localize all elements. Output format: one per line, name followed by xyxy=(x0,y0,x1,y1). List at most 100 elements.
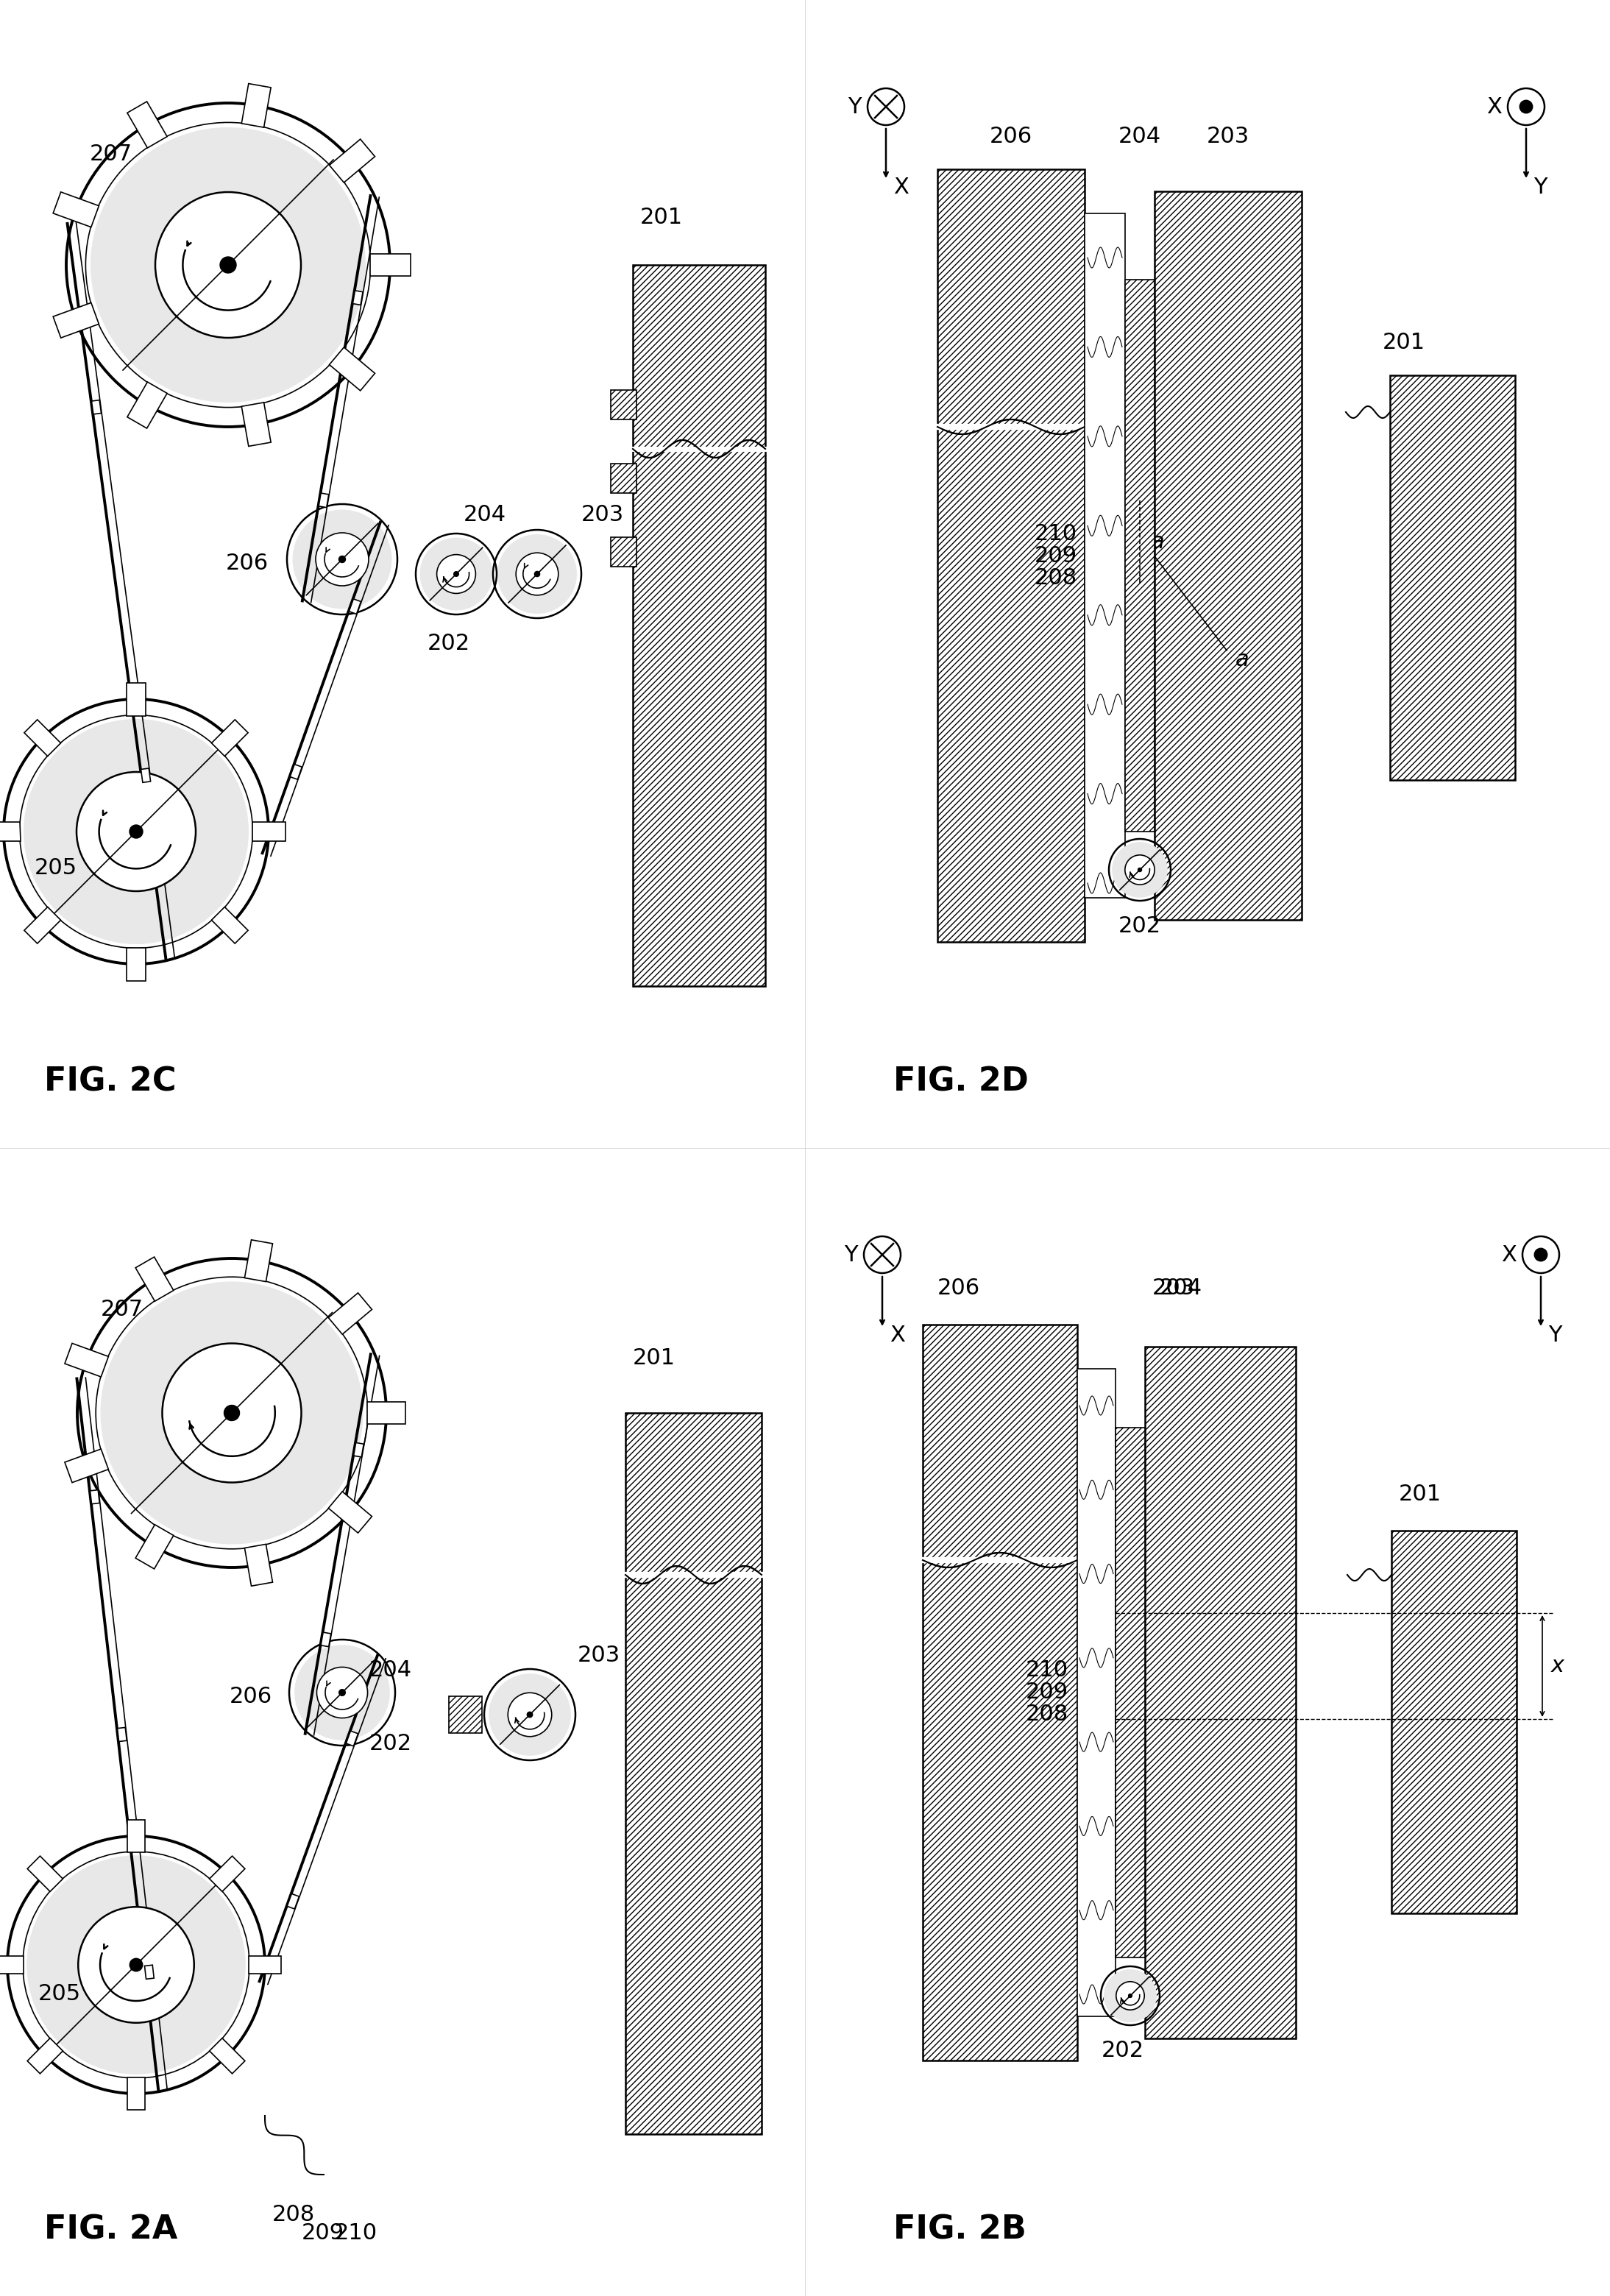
Bar xyxy=(209,1855,245,1892)
Bar xyxy=(449,1697,481,1733)
Bar xyxy=(90,1490,100,1504)
Bar xyxy=(241,83,270,126)
Text: 202: 202 xyxy=(1101,2039,1145,2062)
Text: 207: 207 xyxy=(90,145,132,165)
Bar xyxy=(64,1449,108,1483)
Text: Y: Y xyxy=(848,96,861,117)
Text: 205: 205 xyxy=(34,859,77,879)
Text: 210: 210 xyxy=(1035,523,1077,544)
Circle shape xyxy=(129,824,143,838)
Text: 202: 202 xyxy=(1119,916,1161,937)
Text: 206: 206 xyxy=(990,126,1032,147)
Bar xyxy=(53,303,98,338)
Circle shape xyxy=(100,1281,364,1545)
Bar xyxy=(320,1632,332,1646)
Text: X: X xyxy=(1486,96,1502,117)
Bar xyxy=(370,253,411,276)
Text: 205: 205 xyxy=(39,1984,80,2004)
Text: 208: 208 xyxy=(1034,567,1077,588)
Bar xyxy=(24,719,61,755)
Circle shape xyxy=(130,1958,143,1972)
Bar xyxy=(1125,280,1154,831)
Bar xyxy=(211,719,248,755)
Circle shape xyxy=(515,553,559,595)
Bar xyxy=(290,765,303,778)
Bar xyxy=(353,292,362,305)
Circle shape xyxy=(497,535,576,613)
Text: 204: 204 xyxy=(464,505,506,526)
Circle shape xyxy=(77,771,196,891)
Text: 206: 206 xyxy=(937,1277,980,1300)
Circle shape xyxy=(295,1644,390,1740)
Bar xyxy=(1077,1368,1116,2016)
Bar xyxy=(135,1256,174,1302)
Circle shape xyxy=(1125,854,1154,884)
Text: 210: 210 xyxy=(1026,1660,1069,1681)
Bar xyxy=(937,170,1085,941)
Bar xyxy=(287,1894,299,1908)
Bar xyxy=(1154,191,1302,921)
Bar xyxy=(1145,1348,1296,2039)
Bar xyxy=(241,402,270,445)
Circle shape xyxy=(79,1908,195,2023)
Bar xyxy=(127,101,167,147)
Bar xyxy=(127,1821,145,1853)
Circle shape xyxy=(526,1713,533,1717)
Text: FIG. 2B: FIG. 2B xyxy=(894,2213,1027,2245)
Bar xyxy=(354,1442,364,1458)
Bar xyxy=(253,822,285,840)
Circle shape xyxy=(316,533,369,585)
Bar xyxy=(349,599,361,613)
Circle shape xyxy=(317,1667,367,1717)
Text: 209: 209 xyxy=(1026,1683,1069,1704)
Text: 201: 201 xyxy=(1383,333,1425,354)
Circle shape xyxy=(1534,1249,1547,1261)
Text: FIG. 2D: FIG. 2D xyxy=(894,1065,1029,1097)
Text: 209: 209 xyxy=(1035,544,1077,567)
Text: 204: 204 xyxy=(1159,1277,1203,1300)
Bar xyxy=(633,264,765,985)
Circle shape xyxy=(865,1235,900,1272)
Text: x: x xyxy=(1550,1655,1565,1676)
Text: 203: 203 xyxy=(578,1646,620,1667)
Circle shape xyxy=(163,1343,301,1483)
Bar xyxy=(346,1731,357,1745)
Bar xyxy=(145,1965,155,1979)
Text: FIG. 2C: FIG. 2C xyxy=(43,1065,177,1097)
Bar xyxy=(64,1343,108,1378)
Text: Y: Y xyxy=(844,1244,858,1265)
Text: 204: 204 xyxy=(1119,126,1161,147)
Text: 204: 204 xyxy=(369,1660,412,1681)
Circle shape xyxy=(489,1674,572,1756)
Text: X: X xyxy=(894,177,908,197)
Text: X: X xyxy=(1501,1244,1517,1265)
Bar xyxy=(211,907,248,944)
Text: 208: 208 xyxy=(272,2204,316,2225)
Circle shape xyxy=(420,537,493,611)
Circle shape xyxy=(507,1692,552,1736)
Bar xyxy=(127,2078,145,2110)
Bar xyxy=(367,1403,406,1424)
Circle shape xyxy=(436,556,475,592)
Circle shape xyxy=(293,510,391,608)
Bar xyxy=(923,1325,1077,2060)
Circle shape xyxy=(221,257,237,273)
Bar xyxy=(610,390,636,420)
Bar xyxy=(127,682,145,716)
Bar xyxy=(0,822,21,840)
Text: Y: Y xyxy=(1533,177,1547,197)
Text: 209: 209 xyxy=(301,2223,345,2243)
Text: FIG. 2A: FIG. 2A xyxy=(43,2213,177,2245)
Text: 210: 210 xyxy=(335,2223,378,2243)
Bar xyxy=(610,537,636,567)
Text: 208: 208 xyxy=(1026,1704,1069,1724)
Text: 203: 203 xyxy=(1206,126,1249,147)
Bar xyxy=(27,1855,63,1892)
Circle shape xyxy=(24,719,248,944)
Bar xyxy=(24,907,61,944)
Bar xyxy=(118,1727,127,1743)
Bar xyxy=(53,193,98,227)
Text: 201: 201 xyxy=(1399,1483,1441,1504)
Bar xyxy=(330,140,375,184)
Bar xyxy=(142,769,151,783)
